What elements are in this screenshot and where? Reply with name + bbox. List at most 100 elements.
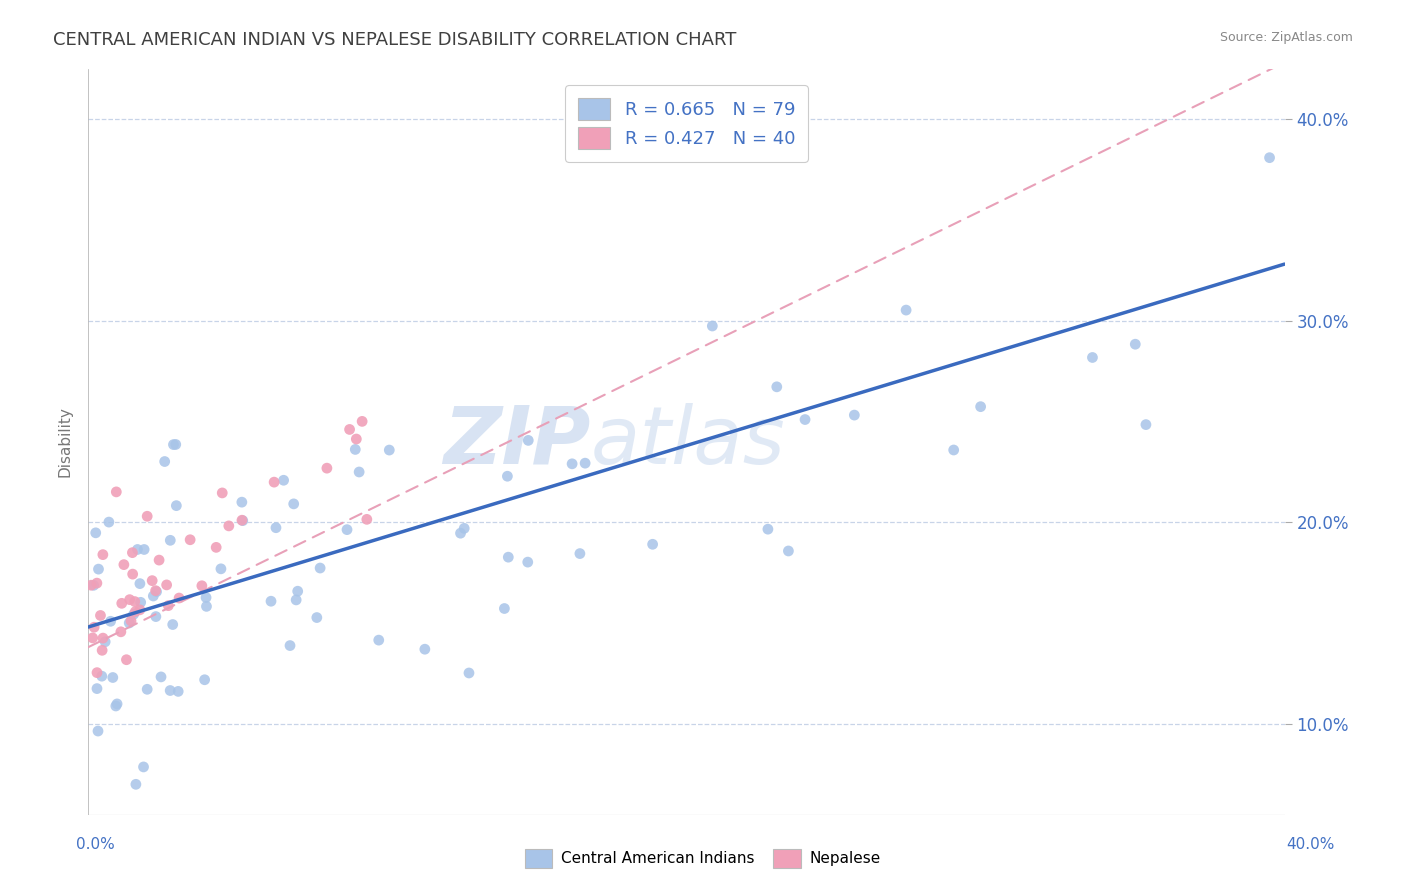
Point [91,548,114,562]
Point [105,697,128,711]
Point [82,631,104,645]
Point [104,698,127,713]
Point [285,593,308,607]
Point [969,400,991,414]
Point [159,533,181,548]
Text: Source: ZipAtlas.com: Source: ZipAtlas.com [1219,31,1353,45]
Point [142,589,165,603]
Point [87,562,110,576]
Point [97,515,120,529]
Point [105,484,128,499]
Point [458,665,481,680]
Point [86,681,108,696]
Point [516,555,538,569]
Point [128,576,150,591]
Point [641,537,664,551]
Point [89,608,111,623]
Point [1081,351,1104,365]
Point [453,521,475,535]
Point [517,434,540,448]
Point [94,634,117,648]
Point [1123,337,1146,351]
Point [90,669,112,683]
Point [134,542,156,557]
Point [347,465,370,479]
Point [352,414,374,428]
Point [86,665,108,680]
Point [378,443,401,458]
Point [1135,417,1157,432]
Point [83,620,105,634]
Point [260,594,283,608]
Point [305,610,328,624]
Point [118,592,141,607]
Point [165,437,187,451]
Point [756,522,779,536]
Point [894,303,917,318]
Point [156,578,179,592]
Point [100,615,122,629]
Point [344,432,367,446]
Point [80,578,103,592]
Y-axis label: Disability: Disability [58,406,72,477]
Point [568,547,591,561]
Point [273,473,295,487]
Point [121,546,143,560]
Point [574,456,596,470]
Point [112,558,135,572]
Point [413,642,436,657]
Point [84,525,107,540]
Point [231,513,253,527]
Point [794,412,817,426]
Point [127,542,149,557]
Point [191,579,214,593]
Point [339,422,361,436]
Point [195,599,218,614]
Point [87,724,110,739]
Text: 40.0%: 40.0% [1286,838,1334,852]
Point [264,521,287,535]
Point [132,760,155,774]
Text: ZIP: ZIP [443,402,591,481]
Point [356,512,378,526]
Legend: R = 0.665   N = 79, R = 0.427   N = 40: R = 0.665 N = 79, R = 0.427 N = 40 [565,85,807,161]
Point [136,682,159,697]
Point [561,457,583,471]
Point [211,486,233,500]
Text: atlas: atlas [591,402,786,481]
Point [120,614,142,628]
Point [124,605,146,619]
Point [765,380,787,394]
Point [179,533,201,547]
Point [205,541,228,555]
Point [1258,151,1281,165]
Point [150,670,173,684]
Point [145,583,167,598]
Legend: Central American Indians, Nepalese: Central American Indians, Nepalese [519,843,887,873]
Point [167,591,190,605]
Point [141,574,163,588]
Point [122,607,145,622]
Point [165,499,187,513]
Point [129,595,152,609]
Point [162,437,184,451]
Point [145,609,167,624]
Point [86,576,108,591]
Point [194,673,217,687]
Point [778,544,800,558]
Point [942,442,965,457]
Point [153,454,176,468]
Point [278,639,301,653]
Point [83,578,105,592]
Point [344,442,367,457]
Point [494,601,516,615]
Point [287,584,309,599]
Point [101,671,124,685]
Point [316,461,339,475]
Point [450,526,472,541]
Point [309,561,332,575]
Point [121,567,143,582]
Point [209,562,232,576]
Point [702,318,724,333]
Point [115,653,138,667]
